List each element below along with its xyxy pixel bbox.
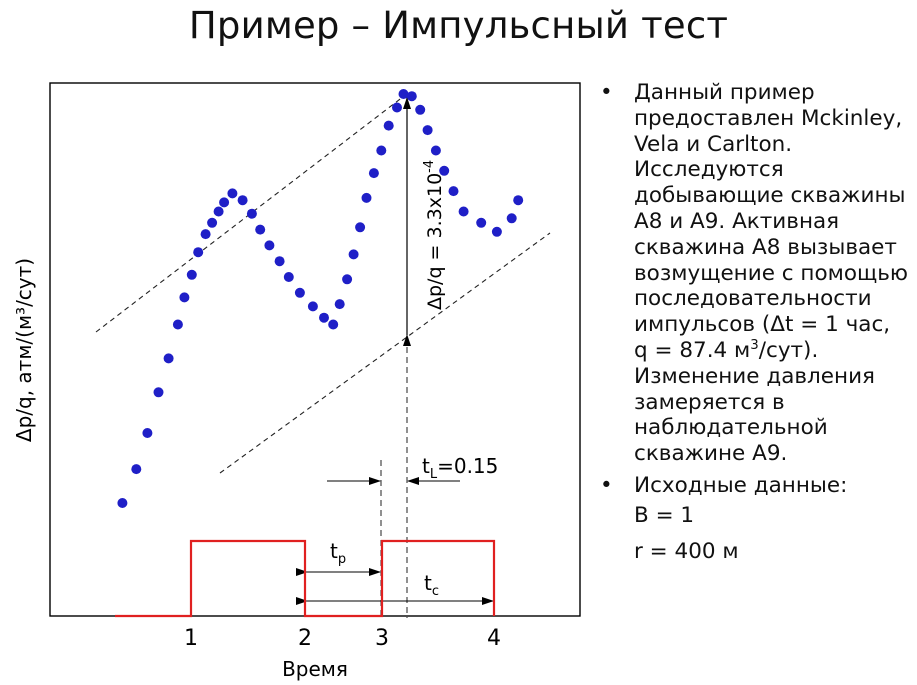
data-point xyxy=(430,145,441,156)
x-tick-label: 3 xyxy=(375,626,389,651)
data-point xyxy=(361,192,372,203)
data-point xyxy=(448,186,459,197)
data-point xyxy=(398,89,409,99)
data-point xyxy=(163,353,174,364)
x-axis-label: Время xyxy=(282,657,348,681)
data-point xyxy=(294,287,305,298)
data-point xyxy=(439,165,450,176)
data-point xyxy=(383,120,394,131)
data-point xyxy=(131,464,142,475)
amplitude-label: Δp/q = 3.3x10-4 xyxy=(422,160,446,310)
lag-label-sub: L xyxy=(430,467,438,482)
data-point xyxy=(513,195,524,206)
data-point xyxy=(491,226,502,237)
lower-envelope-line xyxy=(219,232,551,474)
amplitude-label-main: Δp/q = 3.3x10 xyxy=(424,173,446,310)
x-tick-labels: 1 2 3 4 xyxy=(184,626,501,651)
tp-label: tp xyxy=(330,539,346,567)
data-point xyxy=(458,206,469,217)
x-tick-label: 2 xyxy=(298,626,312,651)
data-point xyxy=(246,208,257,219)
pulse-series-line xyxy=(115,539,496,618)
data-point xyxy=(342,274,353,285)
bullet-item-description: • Данный пример предоставлен Mckinley, V… xyxy=(598,80,910,467)
data-point xyxy=(213,206,224,217)
tp-label-t: t xyxy=(330,539,338,563)
upper-envelope-line xyxy=(95,92,409,333)
bullet-list: • Данный пример предоставлен Mckinley, V… xyxy=(598,80,910,564)
data-point xyxy=(186,269,197,280)
data-point xyxy=(334,299,345,310)
data-point xyxy=(274,256,285,267)
data-point xyxy=(307,301,318,312)
data-point xyxy=(355,222,366,233)
data-point xyxy=(406,91,417,102)
param-r: r = 400 м xyxy=(634,538,739,564)
lag-label: tL=0.15 xyxy=(422,454,498,482)
data-point xyxy=(227,188,238,199)
data-point xyxy=(415,104,426,115)
scatter-points xyxy=(117,89,524,508)
amplitude-annotation: Δp/q = 3.3x10-4 xyxy=(403,97,446,346)
bullet-input-data-text: Исходные данные: xyxy=(634,472,848,498)
amplitude-label-exponent: -4 xyxy=(422,160,437,173)
lag-annotation: tL=0.15 xyxy=(327,454,498,485)
data-point xyxy=(328,319,339,330)
tc-label: tc xyxy=(424,571,439,599)
data-point xyxy=(237,195,248,206)
param-b: B = 1 xyxy=(634,502,695,528)
data-point xyxy=(153,387,164,398)
plot-frame xyxy=(49,82,581,617)
data-point xyxy=(348,249,359,260)
bullet-item-input-data: • Исходные данные: xyxy=(598,473,910,499)
data-point xyxy=(207,217,218,228)
x-tick-label: 4 xyxy=(487,626,501,651)
data-point xyxy=(117,498,128,508)
data-point xyxy=(376,145,387,156)
data-point xyxy=(368,168,379,179)
envelope-lines xyxy=(95,92,551,474)
tc-label-t: t xyxy=(424,571,432,595)
data-point xyxy=(264,240,275,251)
data-point xyxy=(179,292,190,303)
data-point xyxy=(255,224,266,235)
y-axis-label: Δp/q, атм/(м³/сут) xyxy=(12,258,36,442)
tc-label-sub: c xyxy=(432,584,439,599)
data-point xyxy=(193,247,204,258)
bullet-dot-icon: • xyxy=(600,80,613,105)
data-point xyxy=(283,272,294,282)
data-point xyxy=(476,217,487,228)
lag-label-t: t xyxy=(422,454,430,478)
data-point xyxy=(422,125,433,136)
data-point xyxy=(392,102,402,113)
guide-lines xyxy=(380,97,408,618)
data-point xyxy=(506,213,517,224)
bullet-description-text: Данный пример предоставлен Mckinley, Vel… xyxy=(634,80,909,467)
data-point xyxy=(172,319,183,330)
lag-label-value: =0.15 xyxy=(437,454,498,478)
tp-label-sub: p xyxy=(338,552,346,567)
data-point xyxy=(319,312,329,323)
data-point xyxy=(219,197,230,208)
slide-title: Пример – Импульсный тест xyxy=(188,4,729,47)
data-point xyxy=(200,229,211,240)
bullet-dot-icon: • xyxy=(600,472,613,498)
x-tick-label: 1 xyxy=(184,626,198,651)
data-point xyxy=(142,428,153,438)
period-annotations: tp tc xyxy=(296,539,494,605)
